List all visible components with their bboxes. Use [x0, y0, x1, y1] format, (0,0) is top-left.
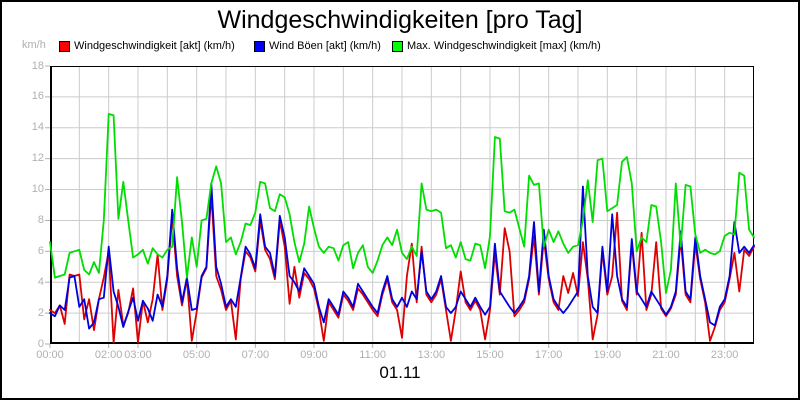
- x-tick-label: 17:00: [534, 349, 563, 361]
- legend-label: Max. Windgeschwindigkeit [max] (km/h): [407, 40, 601, 52]
- y-axis-unit-label: km/h: [22, 39, 46, 51]
- x-tick-label: 09:00: [300, 349, 328, 361]
- legend-swatch: [392, 40, 403, 52]
- y-tick-label: 2: [37, 306, 44, 319]
- legend-swatch: [254, 40, 265, 52]
- x-tick-label: 19:00: [593, 349, 622, 361]
- x-tick-label: 11:00: [359, 349, 387, 361]
- y-tick-label: 16: [31, 90, 44, 103]
- chart-title: Windgeschwindigkeiten [pro Tag]: [217, 6, 583, 34]
- x-tick-label: 13:00: [417, 349, 446, 361]
- x-tick-label: 05:00: [182, 349, 211, 361]
- x-tick-label: 00:00: [36, 349, 64, 361]
- y-tick-label: 8: [37, 213, 44, 226]
- wind-chart-plot: [45, 65, 755, 348]
- legend-swatch: [59, 40, 70, 52]
- x-tick-label: 07:00: [241, 349, 270, 361]
- legend-label: Windgeschwindigkeit [akt] (km/h): [74, 40, 235, 52]
- legend-label: Wind Böen [akt] (km/h): [269, 40, 381, 52]
- x-tick-label: 23:00: [710, 349, 739, 361]
- y-tick-label: 6: [37, 244, 44, 257]
- y-tick-label: 0: [37, 337, 44, 350]
- y-tick-label: 4: [37, 275, 44, 288]
- y-tick-label: 14: [31, 121, 44, 134]
- x-tick-label: 21:00: [652, 349, 680, 361]
- y-tick-label: 18: [31, 59, 44, 72]
- series-line-1: [49, 182, 755, 330]
- legend-item-wind-boeen: Wind Böen [akt] (km/h): [254, 40, 381, 52]
- y-tick-label: 10: [31, 183, 44, 196]
- series-line-2: [49, 113, 755, 294]
- legend-item-windgeschwindigkeit: Windgeschwindigkeit [akt] (km/h): [59, 40, 235, 52]
- y-tick-label: 12: [31, 152, 44, 165]
- legend-item-max-windgeschwindigkeit: Max. Windgeschwindigkeit [max] (km/h): [392, 40, 601, 52]
- x-tick-label: 15:00: [476, 349, 504, 361]
- date-label: 01.11: [379, 363, 421, 382]
- x-tick-label: 03:00: [124, 349, 152, 361]
- x-tick-label: 02:00: [94, 349, 123, 361]
